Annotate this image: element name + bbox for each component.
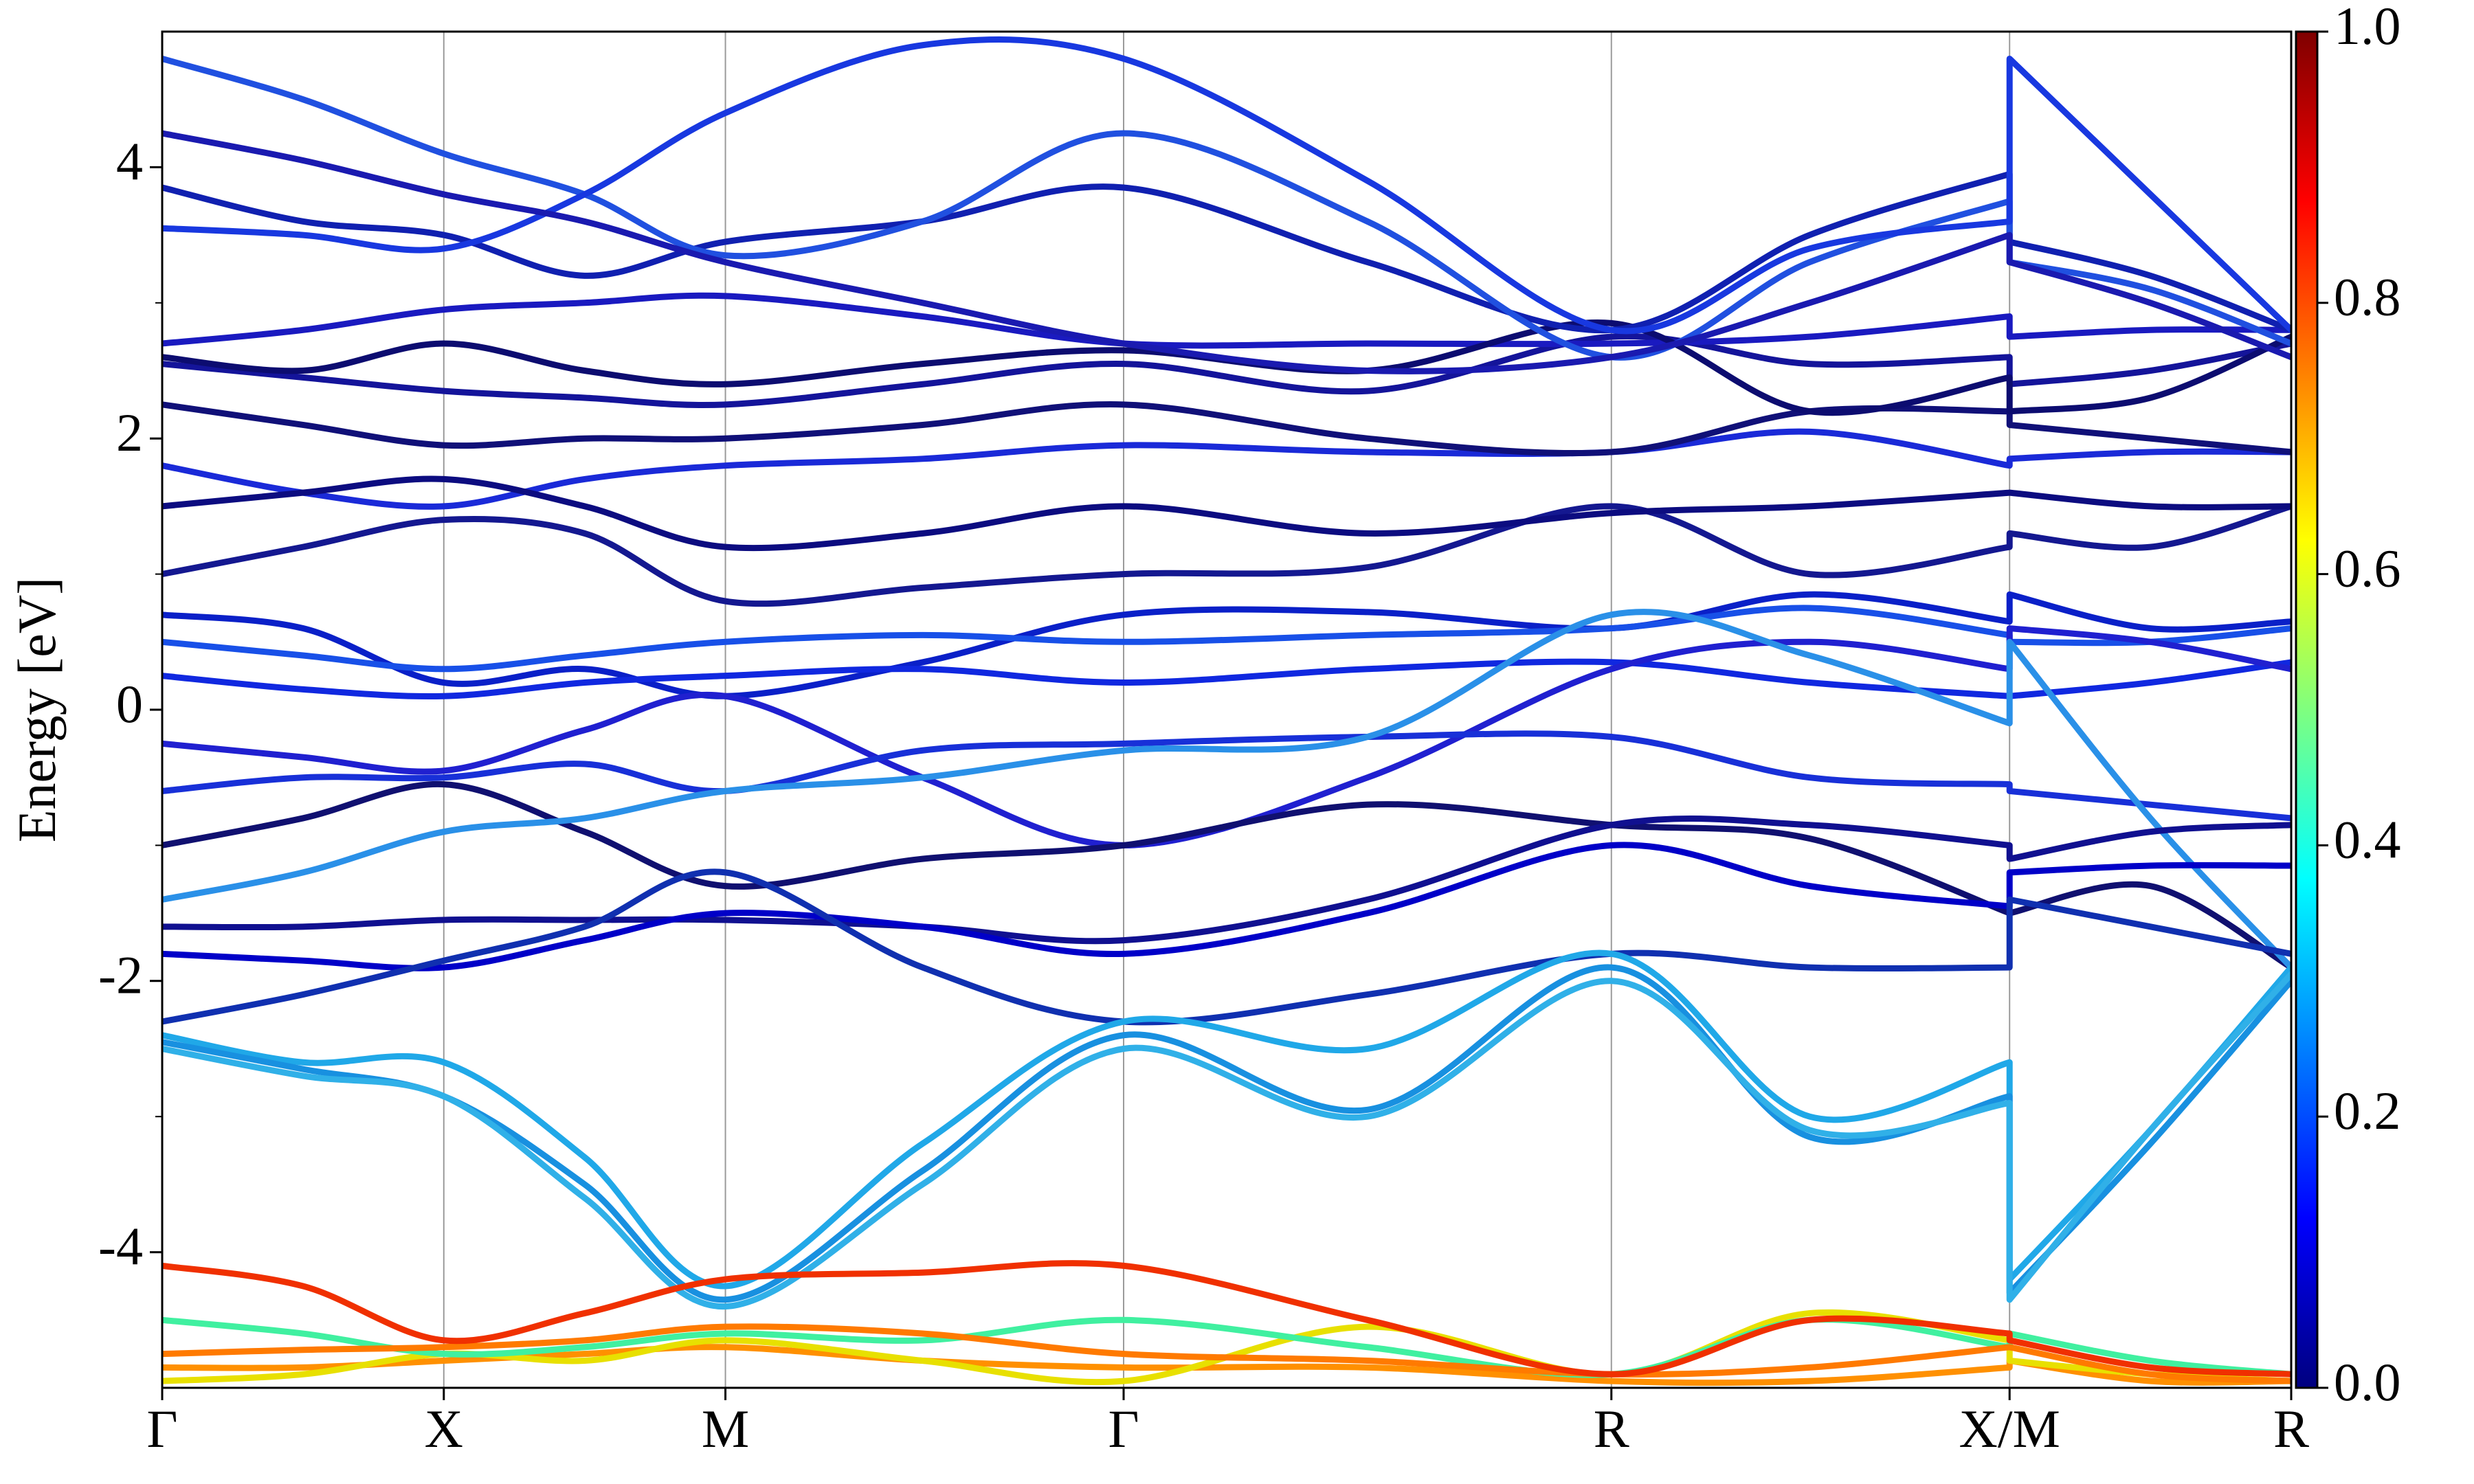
band-line bbox=[162, 292, 2291, 349]
colorbar-tick-label: 0.8 bbox=[2334, 267, 2401, 327]
band-line bbox=[162, 971, 2291, 1310]
colorbar-tick-label: 0.6 bbox=[2334, 539, 2401, 598]
band-line bbox=[162, 333, 2291, 409]
band-line bbox=[162, 816, 2291, 945]
colorbar bbox=[2295, 30, 2319, 1389]
band-line bbox=[162, 475, 2291, 552]
colorbar-tick-label: 1.0 bbox=[2334, 0, 2401, 56]
x-tick-label: R bbox=[2273, 1399, 2309, 1459]
x-tick-label: Γ bbox=[146, 1399, 177, 1459]
band-line bbox=[162, 842, 2291, 971]
band-line bbox=[162, 964, 2291, 1303]
band-line bbox=[162, 36, 2291, 335]
band-line bbox=[162, 503, 2291, 607]
colorbar-tick-label: 0.0 bbox=[2334, 1352, 2401, 1412]
band-line bbox=[162, 428, 2291, 510]
y-tick-label: 4 bbox=[116, 131, 143, 191]
band-line bbox=[162, 730, 2291, 822]
y-axis-label: Energy [eV] bbox=[7, 577, 67, 842]
band-line bbox=[162, 319, 2291, 416]
band-line bbox=[162, 605, 2291, 673]
x-tick-label: Γ bbox=[1108, 1399, 1139, 1459]
band-line bbox=[162, 625, 2291, 848]
band-line bbox=[162, 609, 2291, 971]
colorbar-tick-label: 0.2 bbox=[2334, 1081, 2401, 1140]
band-line bbox=[162, 591, 2291, 699]
x-tick-label: M bbox=[702, 1399, 749, 1459]
band-line bbox=[162, 1260, 2291, 1378]
band-line bbox=[162, 868, 2291, 1026]
y-tick-label: 2 bbox=[116, 403, 143, 462]
y-tick-label: 0 bbox=[116, 674, 143, 734]
band-line bbox=[162, 1323, 2291, 1384]
y-tick-label: -2 bbox=[98, 945, 143, 1005]
x-tick-label: X bbox=[425, 1399, 463, 1459]
band-line bbox=[162, 130, 2291, 374]
colorbar-tick-label: 0.4 bbox=[2334, 809, 2401, 869]
band-line bbox=[162, 55, 2291, 361]
x-tick-label: X/M bbox=[1959, 1399, 2060, 1459]
x-tick-label: R bbox=[1594, 1399, 1629, 1459]
band-line bbox=[162, 1344, 2291, 1386]
band-line bbox=[162, 658, 2291, 700]
bands bbox=[162, 36, 2291, 1386]
band-line bbox=[162, 401, 2291, 457]
y-tick-label: -4 bbox=[98, 1217, 143, 1277]
